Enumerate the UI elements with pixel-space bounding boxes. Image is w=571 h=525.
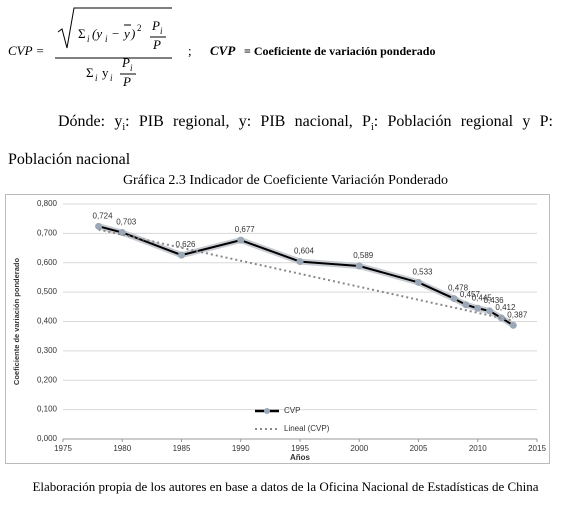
def-symbol: CVP [210, 43, 236, 58]
value-label: 0,445 [472, 293, 493, 302]
x-tick-label: 1980 [113, 444, 131, 453]
mean: y [122, 26, 130, 41]
caption: Gráfica 2.3 Indicador de Coeficiente Var… [122, 173, 449, 188]
x-tick-label: 1995 [291, 444, 309, 453]
marker [355, 262, 363, 270]
index: i [105, 34, 108, 44]
x-tick-label: 2000 [350, 444, 368, 453]
x-tick-label: 1975 [54, 444, 72, 453]
y-tick-label: 0,200 [37, 375, 58, 384]
weight: P [152, 37, 161, 52]
index: i [95, 73, 98, 83]
separator: ; [188, 43, 192, 58]
def-text: = Coeficiente de variación ponderado [244, 44, 435, 58]
value-label: 0,589 [353, 251, 374, 260]
value-label: 0,387 [507, 310, 528, 319]
text: : PIB regional, y: PIB nacional, P [125, 113, 371, 130]
value-label: 0,724 [93, 211, 114, 220]
sqrt-sign [57, 7, 172, 49]
y-tick-label: 0,400 [37, 317, 58, 326]
weight: P [122, 74, 131, 89]
value-label: 0,436 [484, 296, 505, 305]
y-tick-label: 0,500 [37, 287, 58, 296]
x-tick-label: 2005 [410, 444, 428, 453]
weight: P [151, 18, 160, 33]
marker [462, 301, 470, 309]
y-tick-label: 0,000 [37, 434, 58, 443]
var: y [102, 65, 109, 80]
value-label: 0,703 [116, 218, 137, 227]
term: (y [92, 26, 102, 41]
index: i [130, 63, 133, 73]
value-label: 0,457 [460, 290, 481, 299]
power: 2 [137, 23, 142, 33]
trend-line [98, 228, 514, 322]
y-tick-label: 0,600 [37, 258, 58, 267]
marker [296, 258, 304, 266]
chart: 0,000 0,100 0,200 0,300 0,400 0,500 0,600 0,700… [5, 194, 550, 464]
sum: Σ [86, 65, 94, 80]
marker [497, 314, 505, 322]
index: i [110, 73, 113, 83]
weight: P [121, 55, 130, 70]
marker [474, 304, 482, 312]
legend-label: CVP [284, 406, 300, 415]
subscript: i [370, 122, 374, 134]
value-label: 0,478 [448, 284, 469, 293]
index: i [160, 26, 163, 36]
value-label: 0,677 [235, 225, 256, 234]
x-tick-label: 1990 [232, 444, 250, 453]
x-tick-label: 2015 [528, 444, 546, 453]
value-label: 0,533 [412, 268, 433, 277]
paragraph: Dónde: yi: PIB regional, y: PIB nacional… [8, 106, 553, 176]
y-tick-label: 0,300 [37, 346, 58, 355]
minus: − [112, 26, 119, 41]
term: ) [130, 26, 135, 41]
source: Elaboración propia de los autores en bas… [32, 479, 539, 494]
y-tick-label: 0,700 [37, 228, 58, 237]
marker [237, 236, 245, 244]
y-axis-title: Coeficiente de variación ponderado [12, 258, 21, 386]
subscript: i [122, 122, 126, 134]
chart-frame [5, 194, 550, 464]
value-label: 0,604 [294, 247, 315, 256]
formula: CVP = Σ i (y i − y ) 2 P i P Σ i y i P i… [8, 7, 435, 89]
y-tick-label: 0,100 [37, 405, 58, 414]
value-label: 0,412 [495, 303, 516, 312]
text: Dónde: y [58, 113, 123, 130]
x-tick-label: 2010 [469, 444, 487, 453]
x-tick-label: 1985 [173, 444, 191, 453]
marker [95, 222, 103, 230]
marker [486, 307, 494, 315]
index: i [87, 34, 90, 44]
legend-label: Lineal (CVP) [284, 424, 330, 433]
sum: Σ [78, 26, 86, 41]
formula-lhs: CVP = [8, 43, 44, 58]
marker [178, 251, 185, 259]
marker [450, 295, 458, 303]
legend-marker [264, 408, 270, 414]
text: : Población regional y P: Población naci… [8, 113, 553, 169]
marker [415, 278, 422, 286]
marker [509, 321, 517, 329]
x-axis-title: Años [290, 453, 311, 462]
value-label: 0,626 [175, 240, 196, 249]
y-tick-label: 0,800 [37, 199, 58, 208]
